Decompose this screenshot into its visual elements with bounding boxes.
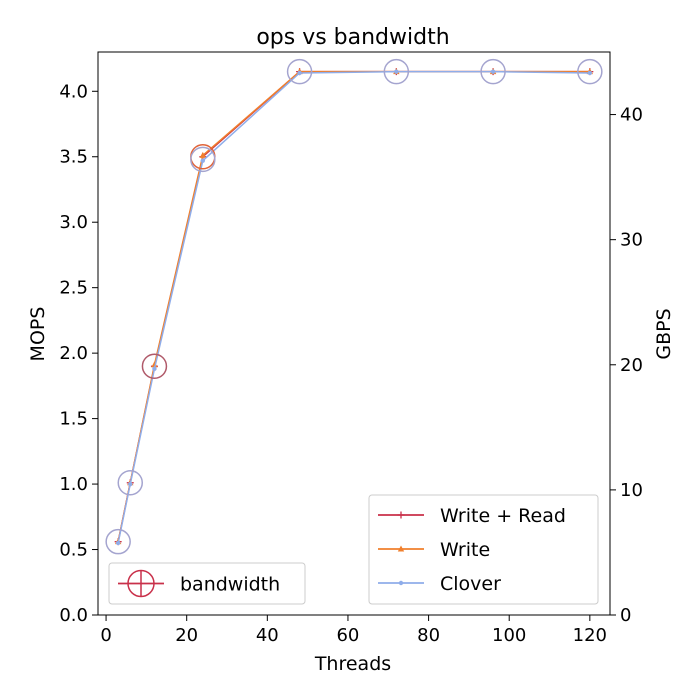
- y-tick-left-label-3: 1.5: [59, 409, 88, 430]
- series-2-point-4: [297, 70, 302, 76]
- legend-series-entry-0: Write + Read: [378, 505, 566, 527]
- series-line-1: [117, 70, 590, 542]
- series-2-point-5: [394, 69, 399, 74]
- series-2-point-7: [587, 70, 593, 76]
- y-tick-left-label-4: 2.0: [59, 343, 88, 364]
- legend-bandwidth-box: [108, 562, 306, 605]
- x-tick-label-4: 80: [417, 625, 440, 646]
- legend-series-label-2: Clover: [440, 573, 501, 595]
- series-1-point-3: [199, 151, 207, 158]
- bandwidth-circle-0: [105, 528, 131, 555]
- x-tick-label-1: 20: [175, 625, 198, 646]
- y-tick-right-label-4: 40: [620, 105, 643, 126]
- legend-series-label-0: Write + Read: [440, 505, 566, 527]
- legend-series-entry-1: Write: [378, 539, 490, 561]
- legend-series-box: [368, 494, 599, 605]
- y-tick-left-label-7: 3.5: [59, 147, 88, 168]
- bandwidth-circle-6: [383, 58, 410, 85]
- bandwidth-circles: [105, 58, 603, 555]
- y-tick-left-label-2: 1.0: [59, 474, 88, 495]
- x-axis-ticks: 0 20 40 60 80 100 120: [100, 615, 607, 646]
- y-tick-right-label-0: 0: [620, 605, 631, 626]
- series-line-2: [117, 70, 590, 544]
- legend-series-label-1: Write: [440, 539, 490, 561]
- bandwidth-circle-7: [480, 58, 506, 85]
- series-2-point-1: [128, 481, 133, 487]
- y-tick-left-label-0: 0.0: [59, 605, 88, 626]
- legend-bandwidth: bandwidth: [108, 562, 306, 605]
- y-axis-right-ticks: 0 10 20 30 40: [610, 105, 643, 626]
- legend-bandwidth-label: bandwidth: [180, 574, 280, 596]
- plot-frame: [97, 51, 611, 616]
- x-tick-label-3: 60: [336, 625, 359, 646]
- x-tick-label-5: 100: [492, 625, 526, 646]
- series-1-point-2: [151, 361, 158, 368]
- y-tick-right-label-1: 10: [620, 480, 643, 501]
- legend-series-marker-0: [397, 511, 405, 519]
- x-tick-label-2: 40: [256, 625, 279, 646]
- legend-series: Write + Read Write Clover: [368, 494, 599, 605]
- y-tick-left-label-8: 4.0: [59, 81, 88, 102]
- series-2-point-3: [200, 158, 206, 163]
- legend-series-marker-2: [398, 580, 404, 586]
- y-axis-left-label: MOPS: [27, 307, 49, 362]
- x-tick-label-6: 120: [573, 625, 607, 646]
- series-2-point-2: [152, 366, 157, 372]
- x-tick-label-0: 0: [100, 625, 111, 646]
- bandwidth-circle-1: [117, 470, 144, 496]
- x-axis-label: Threads: [314, 653, 391, 675]
- series-line-0: [117, 70, 590, 542]
- chart-title: ops vs bandwidth: [256, 25, 449, 50]
- y-tick-right-label-2: 20: [620, 355, 643, 376]
- bandwidth-circle-2: [141, 353, 168, 379]
- bandwidth-circle-4: [190, 146, 216, 173]
- series-2-point-6: [490, 69, 496, 74]
- y-axis-left-ticks: 0.0 0.5 1.0 1.5 2.0 2.5 3.0 3.5 4.0: [59, 81, 98, 626]
- legend-series-entry-2: Clover: [378, 573, 501, 595]
- bandwidth-circle-8: [577, 58, 603, 85]
- y-tick-left-label-6: 3.0: [59, 212, 88, 233]
- y-axis-right-label: GBPS: [653, 308, 675, 359]
- y-tick-left-label-5: 2.5: [59, 278, 88, 299]
- legend-series-marker-1: [397, 545, 405, 552]
- series-lines: [114, 68, 594, 546]
- series-2-point-0: [115, 540, 121, 546]
- y-tick-right-label-3: 30: [620, 230, 643, 251]
- legend-bandwidth-circle: [127, 569, 155, 598]
- bandwidth-circle-5: [286, 58, 313, 85]
- y-tick-left-label-1: 0.5: [59, 540, 88, 561]
